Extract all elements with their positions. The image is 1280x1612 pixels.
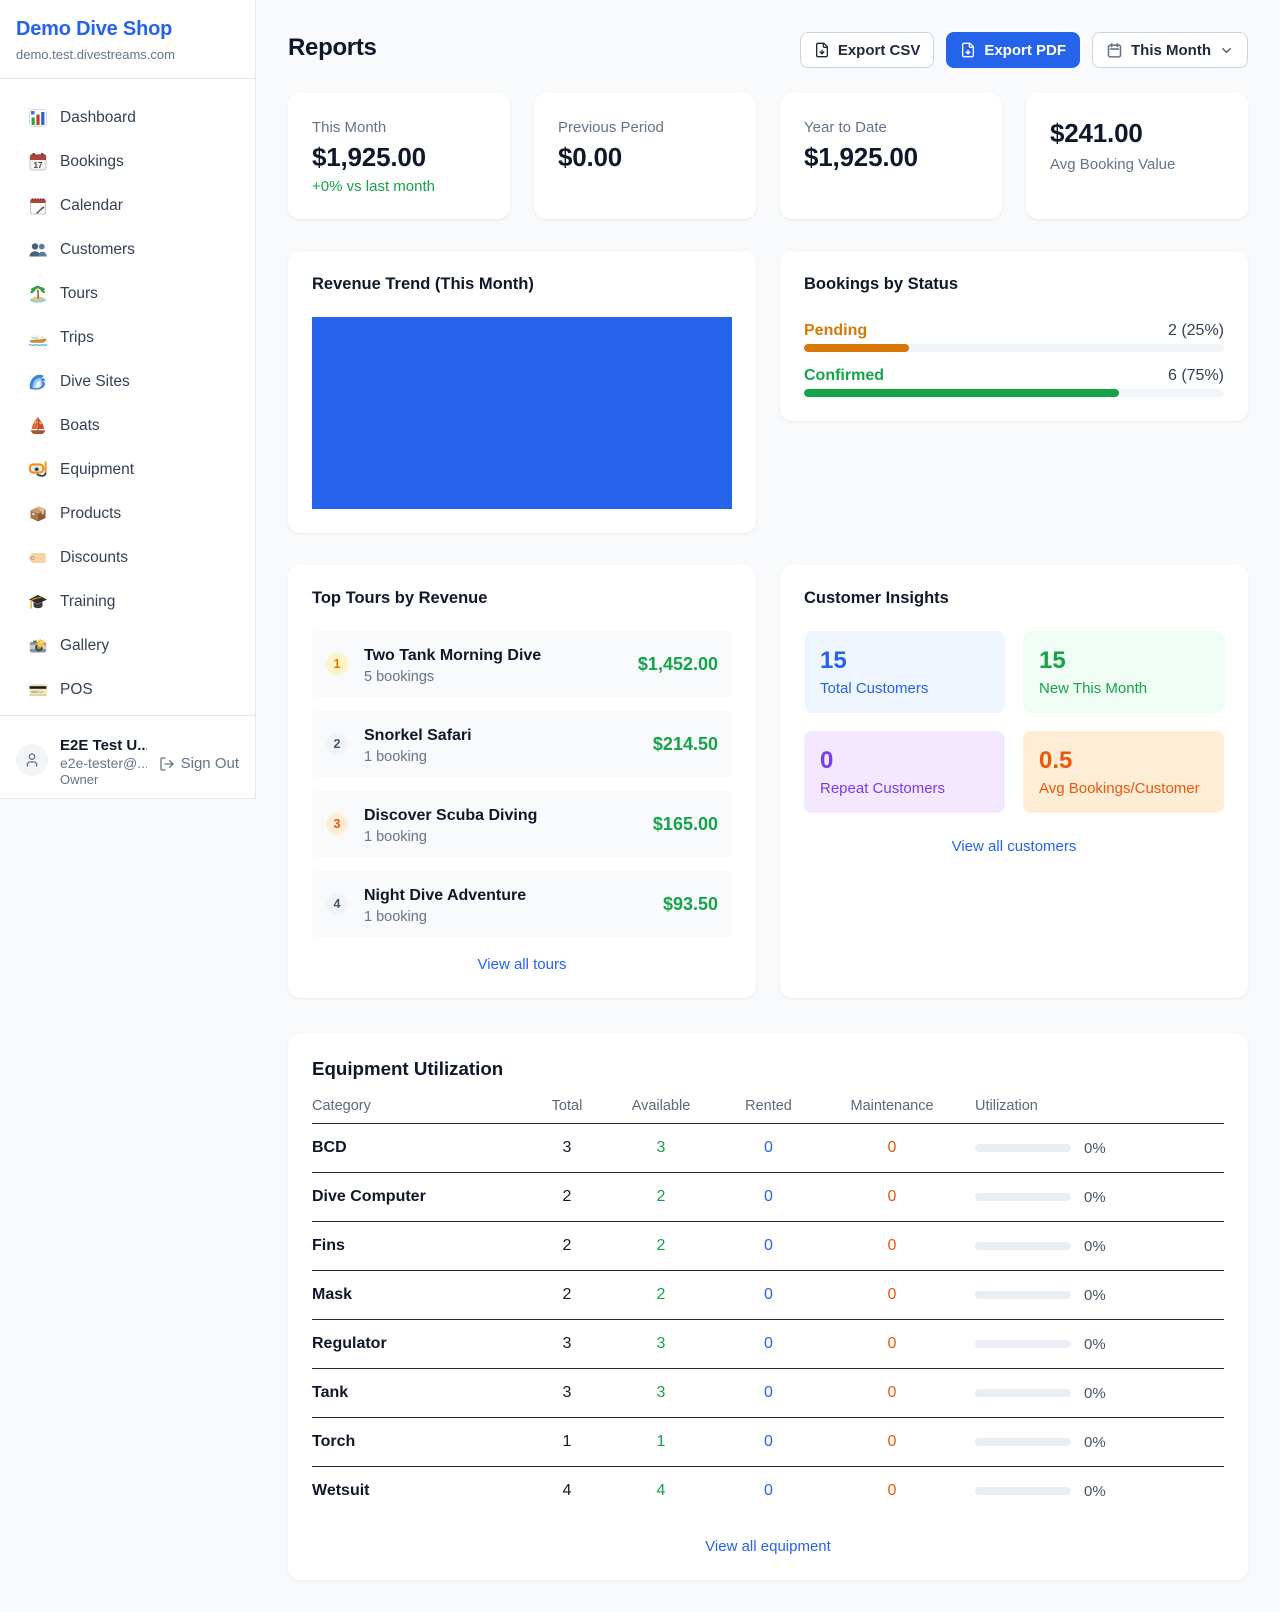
svg-text:17: 17 bbox=[34, 161, 43, 170]
